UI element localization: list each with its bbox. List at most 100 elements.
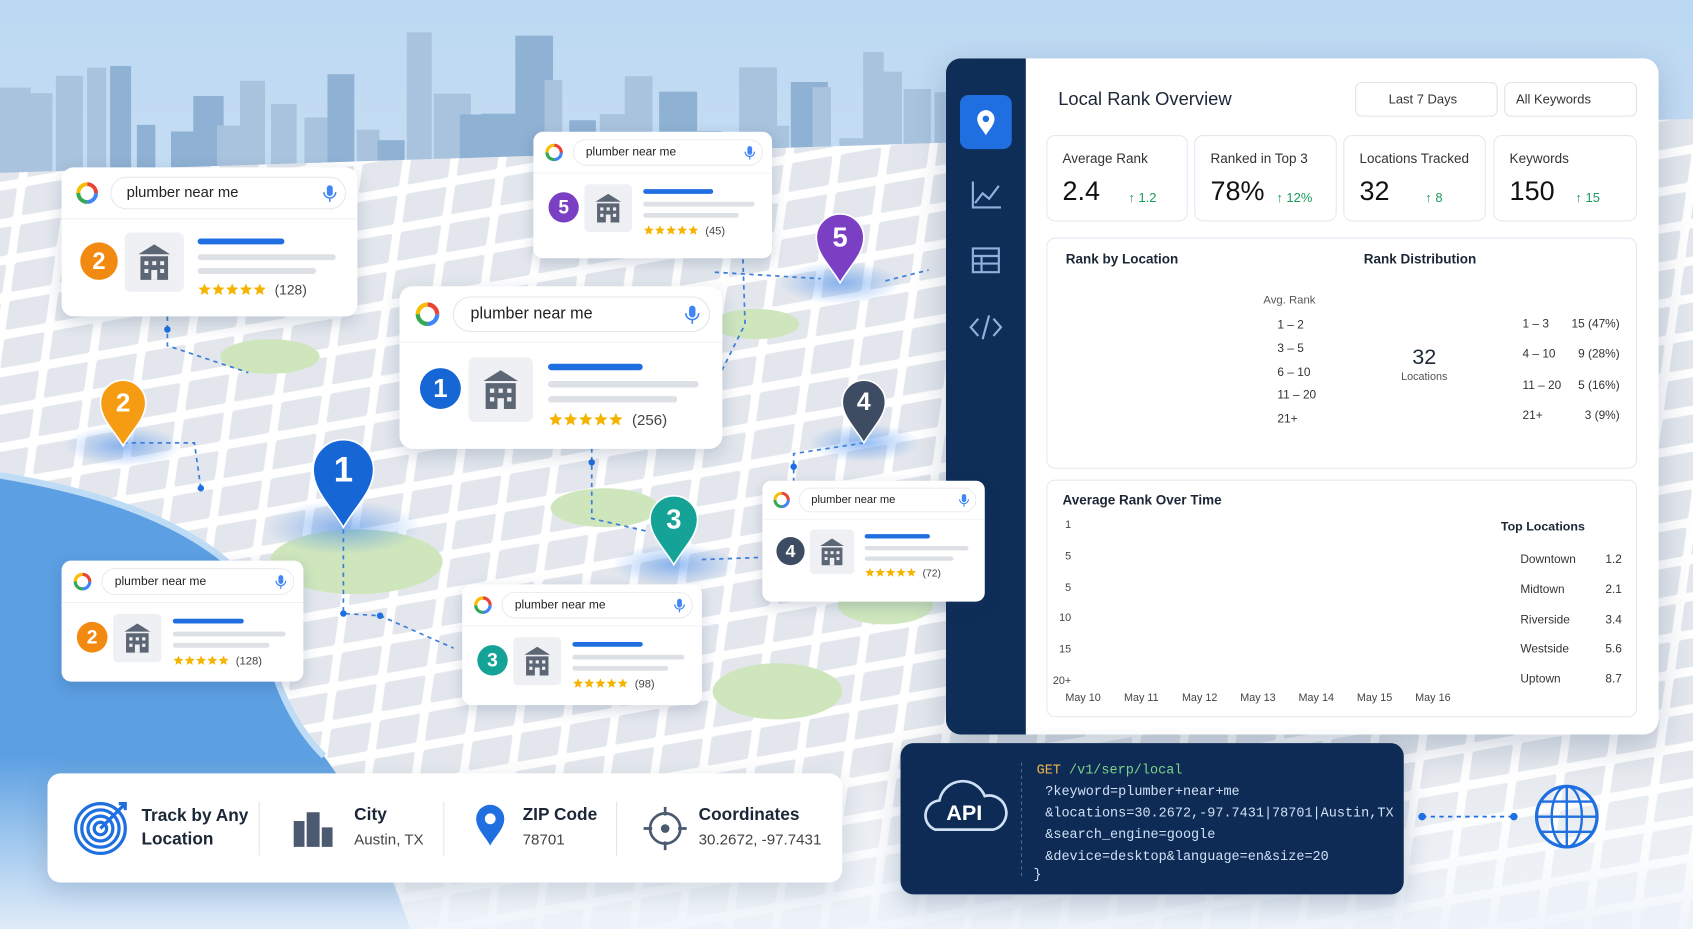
result-title [572, 641, 643, 647]
kpi-label: Ranked in Top 3 [1210, 151, 1308, 167]
star [226, 283, 239, 295]
google-logo [474, 596, 492, 614]
star [875, 567, 885, 577]
review-count: (128) [274, 281, 307, 298]
mic-stand [275, 580, 287, 589]
search-card: plumber near me 5 (45) [533, 131, 773, 259]
google-logo [545, 143, 563, 162]
kpi-label: Average Rank [1062, 151, 1148, 167]
x-label: May 14 [1298, 692, 1334, 705]
search-box [110, 176, 347, 210]
location-average: 3.4 [1605, 613, 1622, 627]
filter-dropdown[interactable] [1504, 82, 1637, 117]
search-query: plumber near me [811, 493, 896, 506]
location-average: 1.2 [1605, 553, 1622, 567]
kpi-value: 32 [1359, 176, 1390, 207]
window [824, 557, 828, 561]
map-pin [649, 495, 699, 567]
window [824, 551, 828, 555]
y-label: 15 [1059, 644, 1072, 656]
kpi-value: 150 [1509, 176, 1555, 207]
google-logo [73, 572, 92, 591]
rank-badge [76, 621, 108, 653]
api-param: ?keyword=plumber+near+me [1045, 784, 1240, 800]
review-count: (98) [634, 677, 655, 690]
map-pin [312, 438, 375, 529]
x-label: May 15 [1356, 692, 1393, 705]
google-logo [545, 143, 563, 162]
mic-stand [744, 151, 756, 160]
window [144, 261, 149, 266]
window [152, 261, 157, 266]
sidebar [945, 58, 1026, 735]
card-icons [399, 296, 723, 426]
rank-number: 2 [92, 248, 106, 275]
window [144, 269, 149, 273]
map-pin [815, 213, 865, 285]
kpi-card [1493, 135, 1637, 222]
building [87, 67, 107, 200]
kpi-change: ↑ 15 [1575, 190, 1600, 206]
kpi-label: Keywords [1509, 151, 1569, 167]
window [142, 643, 146, 647]
search-query: plumber near me [126, 184, 239, 201]
rank-badge [548, 192, 579, 223]
y-label: 5 [1065, 581, 1072, 594]
star [609, 412, 623, 426]
search-card: plumber near me 3 (98) [462, 584, 702, 706]
api-path: /v1/serp/local [1069, 762, 1183, 778]
card-icons [762, 487, 985, 577]
star [239, 283, 253, 295]
location-average: 5.6 [1605, 643, 1622, 657]
star [218, 655, 229, 665]
google-logo [415, 302, 440, 327]
location-bar [47, 773, 843, 883]
card-icons [462, 591, 702, 688]
pin-label: 3 [666, 504, 681, 535]
window [836, 557, 840, 561]
legend-label: 11 – 20 [1522, 378, 1562, 392]
door [605, 214, 611, 223]
x-label: May 10 [1065, 692, 1101, 705]
window [542, 660, 546, 664]
card-icons [533, 139, 773, 235]
x-label: May 11 [1124, 692, 1159, 705]
mic-stand [684, 313, 700, 324]
window [529, 666, 533, 670]
location-detail: 30.2672, -97.7431 [698, 830, 822, 848]
result-line [864, 545, 969, 551]
filter-dropdown[interactable] [1355, 82, 1498, 117]
star [666, 225, 676, 235]
result-title [643, 189, 714, 194]
window [606, 207, 610, 211]
star [207, 655, 218, 665]
star [677, 225, 688, 235]
mic-icon [326, 185, 333, 197]
y-label: 1 [1065, 519, 1072, 532]
search-box [501, 591, 693, 619]
mic-icon [961, 494, 967, 503]
location-title: Coordinates [698, 805, 800, 825]
window [489, 388, 495, 393]
door [497, 398, 504, 409]
window [507, 397, 512, 402]
legend-label: 6 – 10 [1277, 365, 1311, 379]
star [173, 655, 184, 665]
x-label: May 16 [1415, 692, 1451, 705]
review-count: (72) [922, 566, 941, 579]
search-box [452, 296, 711, 333]
search-query: plumber near me [470, 304, 593, 323]
kpi-change: ↑ 1.2 [1128, 190, 1157, 206]
rank-number: 5 [558, 197, 569, 219]
star [688, 225, 699, 235]
window [600, 207, 604, 211]
value-label: 15 (47%) [1571, 317, 1620, 331]
star [896, 567, 906, 577]
value-label: 3 (9%) [1584, 409, 1620, 423]
rank-number: 2 [86, 626, 98, 649]
kpi-change: ↑ 12% [1276, 190, 1313, 206]
search-box [101, 568, 295, 595]
star [573, 678, 583, 688]
rank-badge [80, 242, 118, 280]
